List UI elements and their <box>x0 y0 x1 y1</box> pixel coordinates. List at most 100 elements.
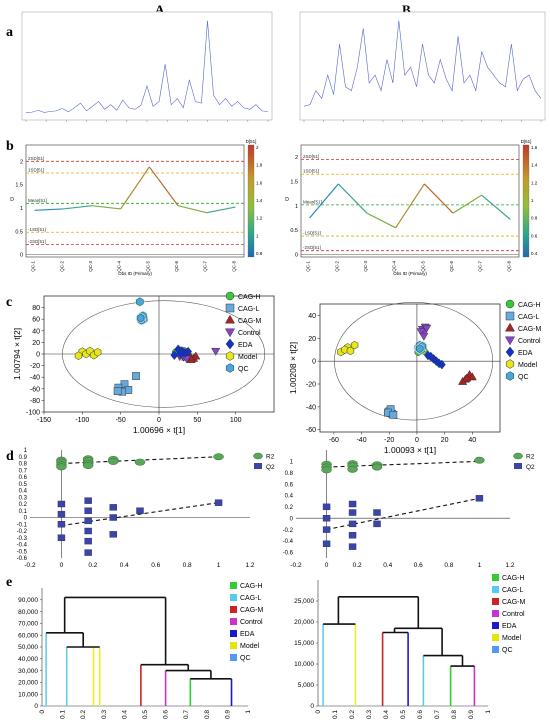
point-marker <box>505 311 515 321</box>
legend-entry-model: Model <box>238 354 258 361</box>
x-tick-label: 1.2 <box>505 562 514 569</box>
y-axis-label: D <box>10 197 14 203</box>
colorbar-tick-label: 1.4 <box>531 163 538 168</box>
point-marker <box>505 371 515 381</box>
point-marker <box>225 338 235 350</box>
x-tick-label: 40 <box>468 437 476 444</box>
x-axis-label: 1.00093 × t[1] <box>384 445 436 455</box>
trend-line-segment <box>366 212 396 229</box>
x-tick-label: QC-7 <box>478 261 483 272</box>
x-tick-label: QC-6 <box>449 261 454 272</box>
q2-marker <box>214 499 223 506</box>
point-marker <box>93 348 102 357</box>
x-tick-label: 0.3 <box>366 710 373 719</box>
x-tick-label: 0.9 <box>468 710 475 719</box>
trend-line-segment <box>206 206 236 214</box>
y-tick-label: 10,000 <box>294 661 314 668</box>
y-axis-label: D <box>285 197 289 203</box>
y-tick-label: 0 <box>24 516 28 522</box>
y-tick-label: -0.3 <box>17 536 28 542</box>
point-marker <box>426 351 435 362</box>
plot-frame <box>300 144 520 258</box>
reference-line-label: 1SD[51] <box>303 169 319 174</box>
point-marker <box>505 359 515 369</box>
x-tick-label: 0 <box>415 437 419 444</box>
x-tick-label: 0 <box>315 710 322 714</box>
y-axis-label: 1.00208 × t[2] <box>288 342 298 394</box>
y-tick-label: 0.6 <box>19 475 28 481</box>
trend-line-segment <box>481 194 511 220</box>
reference-line-label: -2SD[51] <box>28 239 46 244</box>
trend-line-segment <box>63 205 93 210</box>
point-marker <box>136 297 144 307</box>
y-tick-label: 40 <box>32 328 40 335</box>
legend-swatch <box>230 654 237 661</box>
x-tick-label: -40 <box>356 437 366 444</box>
x-axis-label: Obs ID (Primary) <box>118 271 152 276</box>
y-tick-label: 50,000 <box>18 644 38 651</box>
dendrogram-e-A: 0 10,000 20,000 30,000 40,000 50,000 60,000 70,… <box>18 582 264 719</box>
x-tick-label: 0.7 <box>434 710 441 719</box>
y-tick-label: 5,000 <box>298 682 315 689</box>
colorbar-title: D[51] <box>521 139 532 144</box>
x-tick-label: 100 <box>230 417 242 424</box>
q2-marker <box>322 503 331 511</box>
y-tick-label: 40 <box>308 313 316 320</box>
y-tick-label: 90,000 <box>18 597 38 604</box>
legend-entry-qc: QC <box>238 366 249 373</box>
q2-marker <box>57 521 66 528</box>
panel-label-e: e <box>6 575 12 590</box>
point-marker <box>225 303 235 313</box>
reference-line-label: -1SD[51] <box>28 227 46 232</box>
colorbar-tick-label: 1.2 <box>256 216 263 221</box>
y-axis-label: 1.00794 × t[2] <box>12 328 22 380</box>
point-marker <box>170 350 179 361</box>
y-tick-label: 2 <box>295 155 298 161</box>
colorbar <box>522 144 530 258</box>
x-tick-label: 0.2 <box>88 562 97 569</box>
q2-marker <box>475 495 484 502</box>
legend-q2-label: Q2 <box>526 464 535 471</box>
plot-frame <box>25 144 245 258</box>
colorbar-tick-label: 1.4 <box>256 198 263 203</box>
reference-line-label: Mean[51] <box>303 199 322 204</box>
trend-line-segment <box>337 183 368 214</box>
x-tick-label: 0.6 <box>414 562 423 569</box>
legend-entry-control: Control <box>518 338 541 345</box>
legend-entry-qc: QC <box>518 374 529 381</box>
point-marker <box>224 314 236 324</box>
x-tick-label: 0.5 <box>400 710 407 719</box>
x-tick-label: 0 <box>325 562 329 569</box>
legend-swatch <box>230 606 237 613</box>
y-tick-label: 1 <box>20 206 23 212</box>
y-tick-label: -0.4 <box>17 543 28 549</box>
q2-marker <box>348 509 357 516</box>
legend-entry-model: Model <box>518 362 538 369</box>
q2-marker <box>109 504 117 511</box>
q2-marker <box>57 510 66 518</box>
permutation-plot-d-A: -0.2 0 0.2 0.4 0.6 0.8 1 1.2-0.6-0.5-0.4-0.3-0.… <box>17 448 275 569</box>
legend-swatch <box>492 634 499 641</box>
y-tick-label: 20,000 <box>18 680 38 687</box>
y-tick-label: 30,000 <box>18 668 38 675</box>
legend-r2-label: R2 <box>526 454 535 461</box>
q2-marker <box>348 520 357 528</box>
q2-marker <box>348 500 357 508</box>
point-marker <box>462 373 472 382</box>
x-tick-label: 0.1 <box>60 710 67 719</box>
dendrogram-e-B: 0 5,000 10,000 15,000 20,000 25,000 0 0.1 0.2 0.3… <box>294 574 526 719</box>
q2-marker <box>57 500 66 508</box>
colorbar-tick-label: 2 <box>256 145 259 150</box>
r2-marker <box>134 458 146 466</box>
y-tick-label: 0 <box>36 352 40 359</box>
colorbar-title: D[51] <box>246 139 257 144</box>
x-tick-label: 0 <box>60 562 64 569</box>
x-tick-label: 0.1 <box>332 710 339 719</box>
point-marker <box>422 324 432 333</box>
panel-label-b: b <box>6 139 14 154</box>
y-tick-label: 1.5 <box>290 180 298 186</box>
r2-marker <box>213 453 224 461</box>
legend-entry-control: Control <box>502 611 525 618</box>
colorbar-tick-label: 1.6 <box>531 145 538 150</box>
chromatogram-trace <box>25 20 269 113</box>
